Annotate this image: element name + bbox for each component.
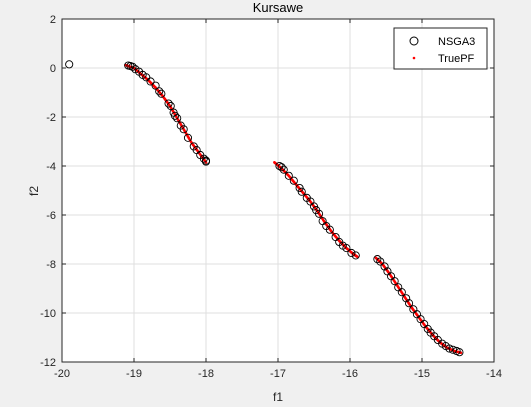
nsga3-point [277, 163, 286, 172]
nsga3-point [325, 225, 334, 234]
legend-truepf-label: TruePF [438, 53, 475, 65]
nsga3-point [173, 114, 182, 123]
legend-nsga3-label: NSGA3 [438, 36, 475, 48]
nsga3-point [201, 157, 211, 166]
nsga3-point [380, 262, 389, 271]
nsga3-point [157, 89, 166, 98]
x-tick-label: -18 [198, 368, 214, 380]
x-tick-label: -17 [270, 368, 286, 380]
nsga3-point [128, 62, 137, 71]
legend-nsga3-marker [409, 36, 419, 46]
nsga3-point [297, 187, 306, 196]
chart-title: Kursawe [253, 0, 304, 15]
legend-truepf-marker [412, 56, 416, 60]
nsga3-point [347, 248, 356, 258]
nsga3-point [289, 176, 298, 185]
y-tick-label: -2 [46, 112, 56, 124]
nsga3-point [342, 244, 351, 253]
ticks [61, 18, 495, 363]
nsga3-point [284, 171, 293, 180]
nsga3-point [183, 133, 193, 142]
nsga3-point [404, 299, 414, 308]
nsga3-point [170, 111, 180, 120]
y-tick-label: -4 [46, 161, 56, 173]
nsga3-point [455, 348, 464, 357]
x-axis-label: f1 [273, 390, 283, 404]
nsga3-point [155, 87, 164, 96]
x-tick-label: -14 [486, 368, 502, 380]
y-tick-label: -8 [46, 259, 56, 271]
y-tick-label: 2 [50, 14, 56, 26]
nsga3-point [164, 99, 173, 108]
nsga3-point [445, 344, 454, 353]
y-tick-label: -10 [40, 308, 56, 320]
legend-box [393, 27, 488, 70]
nsga3-point [65, 60, 74, 69]
nsga3-point [314, 209, 324, 218]
y-tick-labels: -12 -10 -8 -6 -4 -2 0 2 [40, 14, 56, 369]
nsga3-point [146, 77, 155, 86]
truepf-point [355, 255, 359, 258]
x-tick-label: -20 [54, 368, 70, 380]
y-tick-label: -12 [40, 357, 56, 369]
x-tick-label: -16 [342, 368, 358, 380]
y-tick-label: -6 [46, 210, 56, 222]
nsga3-point [351, 251, 360, 260]
nsga3-point [373, 255, 382, 264]
y-tick-label: 0 [50, 63, 56, 75]
nsga3-point [142, 73, 151, 82]
nsga3-point [397, 288, 406, 297]
x-tick-label: -15 [414, 368, 430, 380]
nsga3-point [151, 81, 160, 90]
x-tick-labels: -20 -19 -18 -17 -16 -15 -14 [54, 368, 502, 380]
y-axis-label: f2 [27, 186, 41, 196]
nsga3-series [65, 60, 464, 357]
x-tick-label: -19 [126, 368, 142, 380]
nsga3-point [390, 277, 399, 286]
nsga3-point [402, 294, 411, 303]
nsga3-point [179, 125, 188, 134]
legend: NSGA3 TruePF [393, 27, 488, 70]
nsga3-point [376, 257, 385, 266]
nsga3-point [279, 165, 288, 174]
nsga3-point [166, 101, 175, 111]
